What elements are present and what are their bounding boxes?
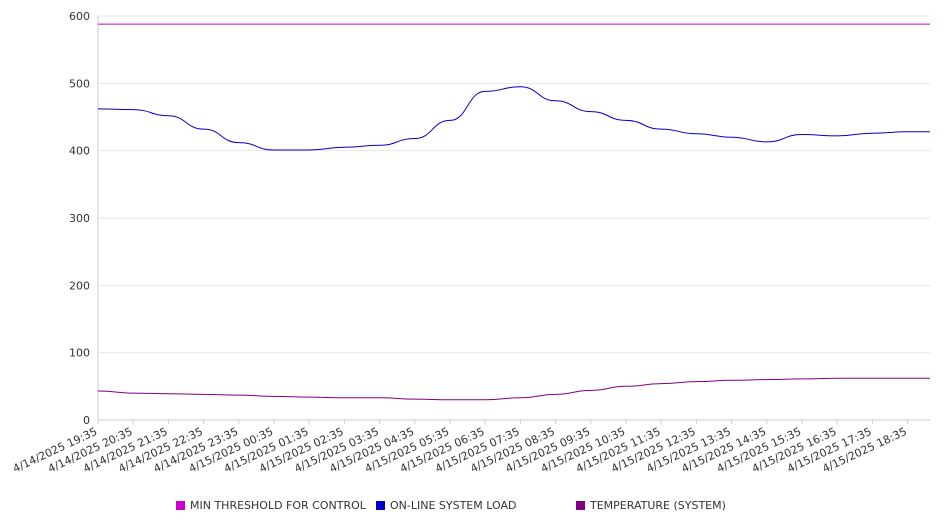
- legend-swatch: [576, 501, 585, 510]
- series-line-1: [97, 86, 931, 151]
- axes: [97, 16, 930, 424]
- x-tick-labels: 4/14/2025 19:354/14/2025 20:354/14/2025 …: [11, 425, 909, 475]
- legend: MIN THRESHOLD FOR CONTROL ON-LINE SYSTEM …: [176, 499, 726, 512]
- y-tick-labels: 0 100 200 300 400 500 600: [69, 10, 90, 427]
- legend-label: MIN THRESHOLD FOR CONTROL: [190, 499, 367, 512]
- legend-swatch: [376, 501, 385, 510]
- grid-lines: [98, 15, 930, 354]
- legend-item: MIN THRESHOLD FOR CONTROL: [176, 499, 367, 512]
- legend-item: TEMPERATURE (SYSTEM): [576, 499, 726, 512]
- y-tick-label: 400: [69, 145, 90, 158]
- legend-label: TEMPERATURE (SYSTEM): [589, 499, 726, 512]
- y-tick-label: 200: [69, 279, 90, 292]
- legend-swatch: [176, 501, 185, 510]
- y-tick-label: 300: [69, 212, 90, 225]
- y-tick-label: 500: [69, 77, 90, 90]
- legend-item: ON-LINE SYSTEM LOAD: [376, 499, 516, 512]
- y-tick-label: 600: [69, 10, 90, 23]
- y-tick-label: 0: [83, 414, 90, 427]
- y-tick-label: 100: [69, 347, 90, 360]
- legend-label: ON-LINE SYSTEM LOAD: [390, 499, 516, 512]
- series-line-2: [97, 377, 930, 401]
- series-lines: [97, 23, 931, 401]
